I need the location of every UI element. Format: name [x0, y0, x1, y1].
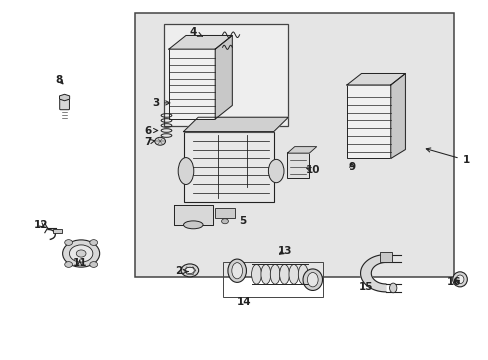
- Circle shape: [155, 137, 165, 145]
- Ellipse shape: [251, 265, 261, 284]
- Text: 7: 7: [144, 137, 155, 147]
- Circle shape: [64, 262, 72, 267]
- Ellipse shape: [389, 283, 396, 293]
- Polygon shape: [346, 73, 405, 85]
- Text: 14: 14: [237, 297, 251, 307]
- Ellipse shape: [288, 265, 298, 284]
- Ellipse shape: [307, 273, 318, 287]
- Text: 2: 2: [175, 266, 187, 276]
- Circle shape: [62, 240, 100, 267]
- FancyBboxPatch shape: [379, 252, 391, 262]
- FancyBboxPatch shape: [183, 132, 273, 202]
- Circle shape: [185, 267, 194, 274]
- FancyBboxPatch shape: [60, 99, 69, 110]
- FancyBboxPatch shape: [135, 13, 453, 277]
- Circle shape: [69, 245, 93, 262]
- Polygon shape: [390, 73, 405, 158]
- Text: 3: 3: [152, 98, 169, 108]
- Text: 1: 1: [426, 148, 469, 165]
- Text: 13: 13: [277, 246, 292, 256]
- Polygon shape: [168, 36, 232, 49]
- Ellipse shape: [279, 265, 289, 284]
- Ellipse shape: [183, 221, 203, 229]
- Ellipse shape: [455, 275, 463, 284]
- Text: 11: 11: [72, 258, 87, 268]
- Text: 16: 16: [446, 277, 461, 287]
- Ellipse shape: [268, 159, 284, 183]
- Text: 9: 9: [347, 162, 355, 172]
- Text: 5: 5: [239, 216, 246, 226]
- Ellipse shape: [270, 265, 280, 284]
- Circle shape: [76, 250, 86, 257]
- Ellipse shape: [231, 263, 242, 279]
- FancyBboxPatch shape: [163, 24, 288, 126]
- FancyBboxPatch shape: [215, 208, 234, 218]
- Circle shape: [64, 240, 72, 246]
- FancyBboxPatch shape: [168, 49, 215, 119]
- Polygon shape: [287, 147, 316, 153]
- FancyBboxPatch shape: [287, 153, 309, 178]
- Ellipse shape: [452, 272, 467, 287]
- Text: 10: 10: [305, 165, 319, 175]
- Text: 12: 12: [34, 220, 48, 230]
- Polygon shape: [173, 205, 212, 225]
- Circle shape: [90, 240, 98, 246]
- Circle shape: [221, 219, 228, 224]
- Text: 4: 4: [189, 27, 202, 37]
- Text: 6: 6: [144, 126, 158, 135]
- Ellipse shape: [178, 158, 193, 184]
- Circle shape: [181, 264, 198, 277]
- FancyBboxPatch shape: [346, 85, 390, 158]
- Polygon shape: [183, 117, 288, 132]
- Polygon shape: [360, 255, 385, 292]
- Polygon shape: [215, 36, 232, 119]
- Text: 8: 8: [56, 75, 63, 85]
- Circle shape: [90, 262, 98, 267]
- Text: 15: 15: [358, 282, 373, 292]
- Ellipse shape: [303, 269, 322, 291]
- FancyBboxPatch shape: [53, 229, 62, 233]
- Polygon shape: [60, 94, 69, 101]
- Ellipse shape: [227, 259, 246, 282]
- Ellipse shape: [261, 265, 270, 284]
- Ellipse shape: [298, 265, 307, 284]
